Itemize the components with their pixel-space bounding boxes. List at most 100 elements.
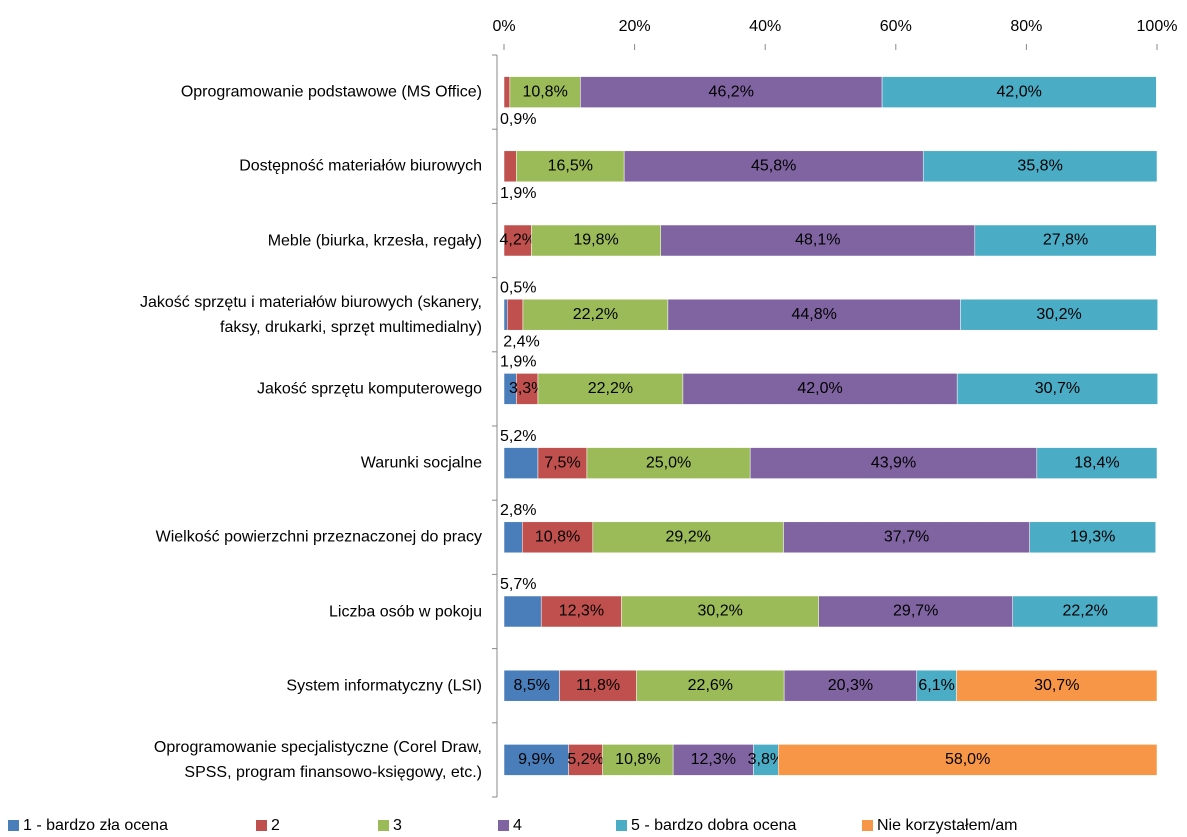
category-label: Liczba osób w pokoju bbox=[329, 603, 482, 620]
bar-segment bbox=[580, 76, 883, 108]
data-label: 5,7% bbox=[500, 576, 536, 593]
data-label: 42,0% bbox=[797, 380, 842, 397]
data-label: 20,3% bbox=[828, 677, 873, 694]
bar-segment bbox=[531, 224, 661, 257]
data-label: 3,8% bbox=[748, 751, 784, 768]
data-label: 30,7% bbox=[1034, 677, 1079, 694]
data-label: 44,8% bbox=[791, 306, 836, 323]
bar-segment bbox=[749, 447, 1038, 479]
legend-swatch bbox=[862, 820, 873, 831]
bar-segment bbox=[1012, 595, 1158, 628]
legend-swatch bbox=[8, 820, 19, 831]
bar-segment bbox=[783, 521, 1030, 554]
data-label: 0,9% bbox=[500, 111, 536, 128]
bar-segment bbox=[507, 298, 524, 331]
data-label: 58,0% bbox=[945, 751, 990, 768]
data-label: 30,2% bbox=[1036, 306, 1081, 323]
category-label: Wielkość powierzchni przeznaczonej do pr… bbox=[155, 528, 482, 546]
bar-segment bbox=[509, 76, 581, 108]
bar-segment bbox=[540, 595, 622, 628]
bar-segment bbox=[672, 744, 754, 776]
bar-segment bbox=[503, 150, 517, 183]
data-label: 5,2% bbox=[500, 428, 536, 445]
bar-segment bbox=[503, 447, 539, 479]
bar-segment bbox=[916, 669, 957, 702]
bar-segment bbox=[503, 669, 560, 702]
category-label: Jakość sprzętu i materiałów biurowych (s… bbox=[139, 293, 482, 336]
bar-segment bbox=[960, 298, 1158, 331]
x-tick-label: 0% bbox=[492, 18, 515, 35]
data-label: 35,8% bbox=[1017, 158, 1062, 175]
category-label: Warunki socjalne bbox=[360, 454, 482, 472]
category-label: System informatyczny (LSI) bbox=[286, 677, 482, 695]
bar-segment bbox=[516, 150, 625, 183]
x-tick-label: 60% bbox=[880, 18, 912, 35]
data-label: 12,3% bbox=[559, 603, 604, 620]
legend-swatch bbox=[256, 820, 267, 831]
bar-segment bbox=[568, 744, 603, 776]
bar-segment bbox=[522, 298, 669, 331]
data-label: 10,8% bbox=[535, 529, 580, 546]
bar-segment bbox=[881, 76, 1157, 108]
data-label: 22,2% bbox=[588, 380, 633, 397]
bar-segment bbox=[778, 744, 1158, 776]
category-label: Oprogramowanie specjalistyczne (Corel Dr… bbox=[153, 738, 482, 781]
data-label: 3,3% bbox=[509, 380, 545, 397]
data-label: 4,2% bbox=[499, 232, 535, 249]
legend-label: Nie korzystałem/am bbox=[877, 817, 1017, 834]
bar-segment bbox=[1029, 521, 1156, 554]
data-label: 16,5% bbox=[548, 158, 593, 175]
bar-segment bbox=[956, 373, 1158, 405]
data-label: 30,7% bbox=[1035, 380, 1080, 397]
legend-swatch bbox=[498, 820, 509, 831]
data-label: 19,8% bbox=[573, 232, 618, 249]
legend-swatch bbox=[378, 820, 389, 831]
data-label: 0,5% bbox=[500, 279, 536, 296]
data-label: 2,8% bbox=[500, 502, 536, 519]
category-label: Meble (biurka, krzesła, regały) bbox=[267, 232, 482, 249]
category-label: Dostępność materiałów biurowych bbox=[239, 157, 482, 175]
data-label: 8,5% bbox=[514, 677, 550, 694]
legend-label: 2 bbox=[271, 817, 280, 834]
data-label: 30,2% bbox=[697, 603, 742, 620]
bar-segment bbox=[602, 744, 674, 776]
data-label: 42,0% bbox=[997, 83, 1042, 100]
data-label: 29,2% bbox=[665, 529, 710, 546]
category-label: Jakość sprzętu komputerowego bbox=[257, 380, 482, 398]
x-tick-label: 40% bbox=[749, 18, 781, 35]
data-label: 12,3% bbox=[691, 751, 736, 768]
data-label: 46,2% bbox=[709, 83, 754, 100]
data-label: 22,2% bbox=[573, 306, 618, 323]
legend-label: 1 - bardzo zła ocena bbox=[23, 817, 168, 834]
legend-swatch bbox=[616, 820, 627, 831]
bar-segment bbox=[818, 595, 1013, 628]
bar-segment bbox=[974, 224, 1157, 257]
bar-segment bbox=[621, 595, 819, 628]
data-label: 1,9% bbox=[500, 354, 536, 371]
bar-segment bbox=[922, 150, 1158, 183]
bar-segment bbox=[503, 76, 511, 108]
x-tick-label: 20% bbox=[619, 18, 651, 35]
legend-label: 3 bbox=[393, 817, 402, 834]
data-label: 22,6% bbox=[688, 677, 733, 694]
bar-segment bbox=[682, 373, 958, 405]
bar-segment bbox=[1036, 447, 1158, 479]
bar-segment bbox=[636, 669, 785, 702]
bar-segment bbox=[753, 744, 779, 776]
data-label: 25,0% bbox=[646, 454, 691, 471]
bar-segment bbox=[503, 595, 542, 628]
data-label: 29,7% bbox=[893, 603, 938, 620]
bar-segment bbox=[503, 298, 508, 331]
bar-segment bbox=[667, 298, 961, 331]
bar-segment bbox=[522, 521, 594, 554]
bar-segment bbox=[537, 373, 684, 405]
data-label: 18,4% bbox=[1074, 454, 1119, 471]
data-label: 22,2% bbox=[1062, 603, 1107, 620]
bar-segment bbox=[503, 744, 569, 776]
data-label: 9,9% bbox=[518, 751, 554, 768]
category-label: Oprogramowanie podstawowe (MS Office) bbox=[180, 83, 482, 101]
bar-segment bbox=[537, 447, 588, 479]
data-label: 10,8% bbox=[615, 751, 660, 768]
